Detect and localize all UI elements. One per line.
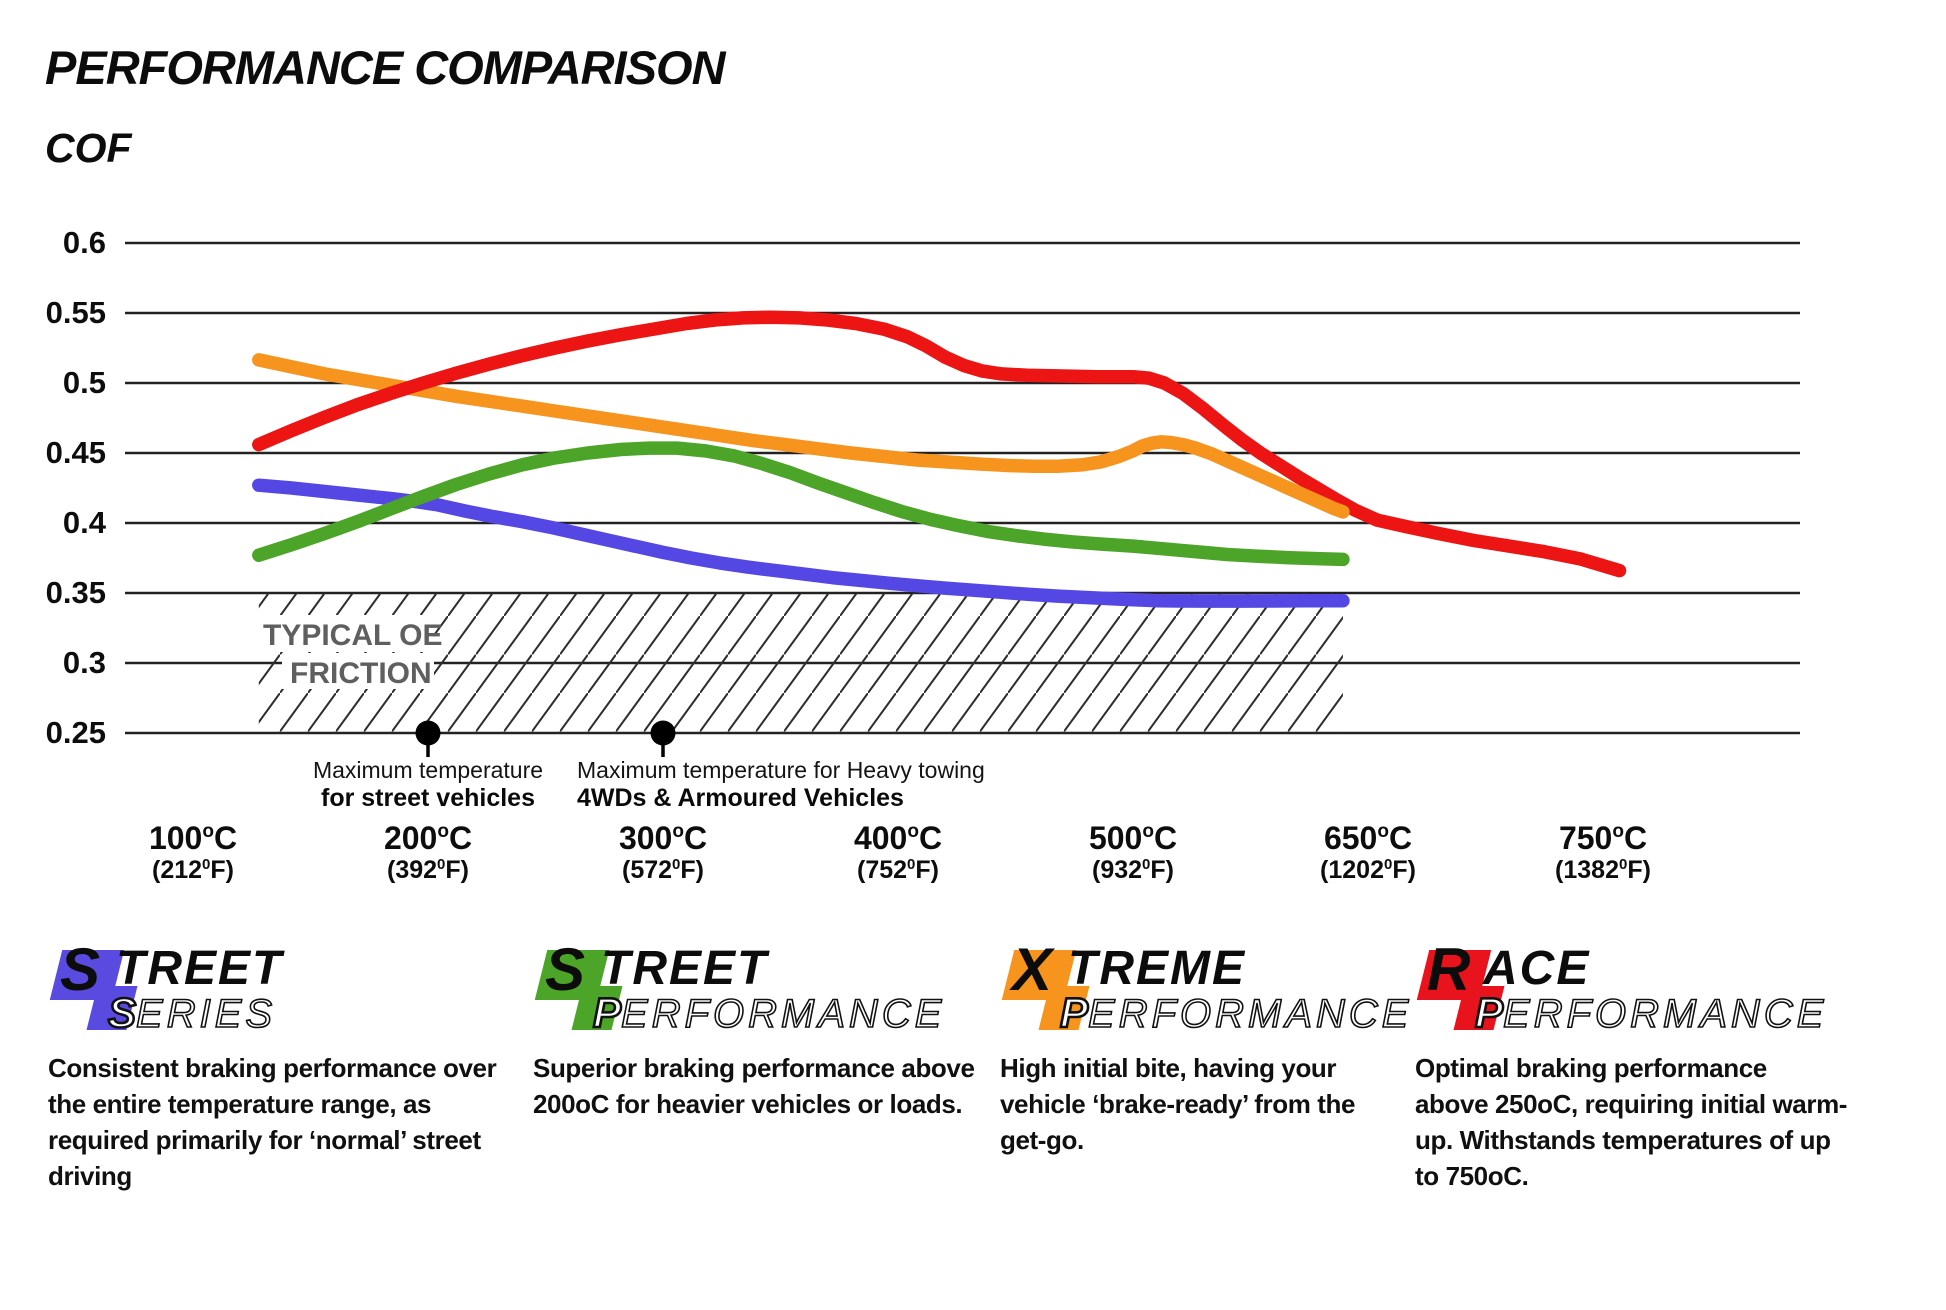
description-line: to 750oC. <box>1415 1161 1529 1191</box>
xtreme-performance-logo: X TREME PERFORMANCE <box>1000 940 1480 1036</box>
cof-chart: 0.6 0.55 0.5 0.45 0.4 0.35 0.3 0.25 TYPICAL OE FR… <box>46 225 1800 884</box>
y-tick-label: 0.35 <box>46 575 106 610</box>
logo-word: TREME <box>1068 942 1246 995</box>
x-tick-celsius: 200oC <box>384 820 472 856</box>
y-axis-title: COF <box>45 125 132 171</box>
x-tick-celsius: 300oC <box>619 820 707 856</box>
y-tick-label: 0.6 <box>63 225 106 260</box>
description-line: 200oC for heavier vehicles or loads. <box>533 1089 963 1119</box>
legend-description: High initial bite, having your vehicle ‘b… <box>1000 1050 1480 1158</box>
logo-initial: S <box>545 936 586 1003</box>
y-tick-label: 0.3 <box>63 645 106 680</box>
y-tick-label: 0.55 <box>46 295 106 330</box>
description-line: required primarily for ‘normal’ street <box>48 1125 481 1155</box>
x-tick-celsius: 650oC <box>1324 820 1412 856</box>
logo-subword: PERFORMANCE <box>1059 989 1413 1036</box>
x-tick-fahrenheit: (3920F) <box>387 856 469 884</box>
oe-friction-band <box>258 593 1343 733</box>
annotation-towing-max: Maximum temperature for Heavy towing 4WD… <box>577 757 985 813</box>
y-tick-label: 0.45 <box>46 435 106 470</box>
logo-word: TREET <box>116 942 284 995</box>
annotation-line: Maximum temperature for Heavy towing <box>577 757 985 783</box>
y-tick-label: 0.5 <box>63 365 106 400</box>
x-tick-celsius: 750oC <box>1559 820 1647 856</box>
x-tick-celsius: 500oC <box>1089 820 1177 856</box>
description-line: Optimal braking performance <box>1415 1053 1767 1083</box>
legend-street-performance: S TREET PERFORMANCE Superior braking per… <box>533 940 1013 1122</box>
legend-description: Consistent braking performance over the e… <box>48 1050 528 1194</box>
description-line: vehicle ‘brake-ready’ from the <box>1000 1089 1356 1119</box>
x-tick-fahrenheit: (5720F) <box>622 856 704 884</box>
max-temp-marker <box>415 720 441 746</box>
logo-initial: S <box>60 936 101 1003</box>
y-tick-label: 0.25 <box>46 715 106 750</box>
description-line: the entire temperature range, as <box>48 1089 432 1119</box>
logo-subword: PERFORMANCE <box>592 989 946 1036</box>
x-tick-fahrenheit: (7520F) <box>857 856 939 884</box>
annotation-street-max: Maximum temperature for street vehicles <box>313 757 543 813</box>
logo-subword: SERIES <box>107 989 277 1036</box>
annotation-line: 4WDs & Armoured Vehicles <box>577 784 904 813</box>
oe-label-backing <box>282 653 434 689</box>
description-line: Superior braking performance above <box>533 1053 975 1083</box>
x-tick-fahrenheit: (13820F) <box>1555 856 1651 884</box>
legend-xtreme-performance: X TREME PERFORMANCE High initial bite, h… <box>1000 940 1480 1158</box>
logo-subword: PERFORMANCE <box>1474 989 1828 1036</box>
legend-description: Optimal braking performance above 250oC, … <box>1415 1050 1895 1194</box>
legend-street-series: S TREET SERIES Consistent braking perfor… <box>48 940 528 1194</box>
x-tick-celsius: 100oC <box>149 820 237 856</box>
logo-initial: X <box>1012 936 1053 1003</box>
description-line: get-go. <box>1000 1125 1084 1155</box>
series-street-performance <box>252 441 1350 567</box>
x-tick-fahrenheit: (2120F) <box>152 856 234 884</box>
series-street-series <box>252 478 1350 608</box>
street-performance-logo: S TREET PERFORMANCE <box>533 940 1013 1036</box>
x-tick-celsius: 400oC <box>854 820 942 856</box>
street-series-logo: S TREET SERIES <box>48 940 528 1036</box>
series-race-performance <box>252 310 1627 578</box>
oe-band-label: FRICTION <box>290 657 432 690</box>
legend-race-performance: R ACE PERFORMANCE Optimal braking perfor… <box>1415 940 1895 1194</box>
annotation-line: Maximum temperature <box>312 757 544 783</box>
oe-band-label: TYPICAL OE <box>263 619 442 652</box>
x-tick-fahrenheit: (9320F) <box>1092 856 1174 884</box>
description-line: above 250oC, requiring initial warm- <box>1415 1089 1848 1119</box>
description-line: Consistent braking performance over <box>48 1053 497 1083</box>
logo-word: TREET <box>601 942 769 995</box>
y-tick-label: 0.4 <box>63 505 107 540</box>
logo-word: ACE <box>1483 942 1591 995</box>
description-line: High initial bite, having your <box>1000 1053 1337 1083</box>
page-title: PERFORMANCE COMPARISON <box>45 41 726 94</box>
annotation-line: for street vehicles <box>320 784 535 813</box>
legend-description: Superior braking performance above 200oC … <box>533 1050 1013 1122</box>
max-temp-marker <box>650 720 676 746</box>
x-tick-fahrenheit: (12020F) <box>1320 856 1416 884</box>
oe-label-backing <box>258 615 434 652</box>
series-xtreme-performance-tail <box>1220 453 1350 519</box>
logo-initial: R <box>1427 936 1471 1003</box>
description-line: driving <box>48 1161 132 1191</box>
description-line: up. Withstands temperatures of up <box>1415 1125 1831 1155</box>
race-performance-logo: R ACE PERFORMANCE <box>1415 940 1895 1036</box>
